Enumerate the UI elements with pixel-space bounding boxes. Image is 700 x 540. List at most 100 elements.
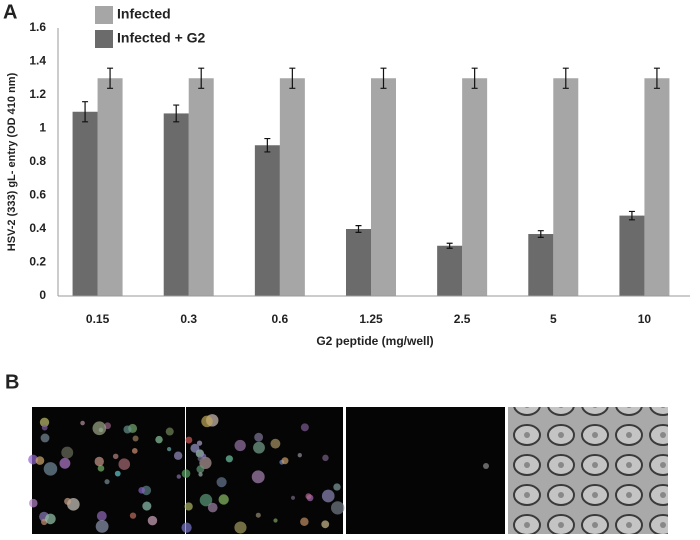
cell-spot — [155, 435, 163, 444]
cell-spot — [218, 494, 229, 505]
bar — [437, 245, 463, 296]
bar — [279, 78, 305, 296]
cell-spot — [138, 486, 146, 494]
image-label: No G2 — [36, 384, 80, 401]
micrograph — [186, 407, 343, 534]
image-label: G2 Bright Field — [512, 384, 620, 401]
cell-spot — [196, 465, 205, 474]
error-bar — [471, 67, 478, 89]
cell-spot — [112, 453, 119, 460]
bar — [188, 78, 214, 296]
micrograph — [508, 407, 668, 534]
cell-spot — [167, 446, 172, 452]
cell-spot — [35, 456, 45, 465]
y-tick-label: 1.4 — [29, 54, 46, 68]
error-bar — [264, 137, 271, 153]
error-bar — [173, 104, 180, 123]
cell-spot — [254, 432, 264, 442]
error-bar — [537, 230, 544, 238]
x-tick-label: 5 — [550, 312, 557, 326]
cell-spot — [97, 465, 105, 472]
cell-spot — [198, 472, 203, 477]
error-bar — [446, 242, 453, 249]
cell-spot — [234, 521, 247, 534]
error-bar — [628, 210, 635, 221]
cell-spot — [333, 483, 341, 491]
cell-spot — [321, 489, 335, 503]
y-tick-label: 0.4 — [29, 221, 46, 235]
cell-spot — [165, 427, 174, 436]
bar — [97, 78, 123, 296]
bar — [528, 234, 554, 296]
y-tick-label: 0 — [39, 288, 46, 302]
bar — [346, 229, 371, 296]
cell-spot — [114, 470, 121, 477]
x-tick-label: 10 — [638, 312, 652, 326]
bar — [553, 78, 579, 296]
cell-spot — [39, 417, 50, 427]
cell-spot — [104, 479, 110, 485]
y-tick-label: 1.6 — [29, 20, 46, 34]
cell-spot — [196, 440, 203, 446]
cell-spot — [234, 439, 246, 452]
cell-spot — [281, 457, 289, 465]
cell-spot — [43, 462, 58, 476]
cell-spot — [225, 455, 233, 463]
cell-spot — [253, 441, 265, 454]
cell-spot — [173, 451, 183, 460]
cell-spot — [197, 456, 203, 462]
cell-spot — [483, 463, 489, 469]
cell-spot — [64, 497, 72, 505]
cell-spot — [255, 512, 261, 518]
micrograph — [346, 407, 505, 534]
cell-spot — [201, 415, 213, 428]
bar — [72, 111, 98, 296]
cell-spot — [207, 502, 218, 513]
error-bar — [198, 67, 205, 89]
image-label: G2 — [350, 384, 370, 401]
error-bar — [107, 67, 114, 89]
cell-spot — [29, 498, 38, 508]
error-bar — [289, 67, 296, 89]
cell-spot — [273, 518, 278, 523]
cell-spot — [185, 436, 193, 444]
cell-spot — [61, 446, 74, 459]
y-axis-title: HSV-2 (333) gL- entry (OD 410 nm) — [6, 72, 18, 251]
legend-swatch — [95, 6, 113, 24]
cell-spot — [131, 448, 138, 454]
cell-spot — [184, 502, 193, 511]
cell-spot — [118, 458, 131, 470]
cell-spot — [142, 501, 152, 511]
error-bar — [355, 225, 362, 233]
cell-spot — [129, 512, 137, 519]
cell-spot — [45, 513, 56, 525]
cell-spot — [300, 423, 309, 432]
error-bar — [82, 101, 89, 123]
cell-spot — [94, 456, 104, 467]
cell-spot — [300, 517, 309, 526]
cell-spot — [322, 454, 329, 462]
cell-spot — [190, 443, 200, 453]
legend-swatch — [95, 30, 113, 48]
cell-spot — [321, 520, 330, 529]
cell-spot — [59, 457, 71, 469]
cell-spot — [147, 515, 158, 526]
bar — [619, 215, 645, 296]
y-tick-label: 0.2 — [29, 255, 46, 269]
bar — [462, 78, 488, 296]
bar — [254, 145, 280, 296]
y-tick-label: 0.8 — [29, 154, 46, 168]
legend-label: Infected + G2 — [117, 30, 206, 46]
cell-spot — [80, 420, 85, 426]
bar — [371, 78, 396, 296]
x-tick-label: 2.5 — [454, 312, 471, 326]
cell-spot — [123, 425, 132, 434]
x-tick-label: 0.15 — [86, 312, 110, 326]
y-tick-label: 0.6 — [29, 188, 46, 202]
cell-spot — [176, 474, 181, 479]
bar — [163, 113, 189, 296]
panel-label: A — [3, 1, 17, 23]
cell-spot — [297, 453, 302, 458]
cell-spot — [40, 433, 50, 443]
